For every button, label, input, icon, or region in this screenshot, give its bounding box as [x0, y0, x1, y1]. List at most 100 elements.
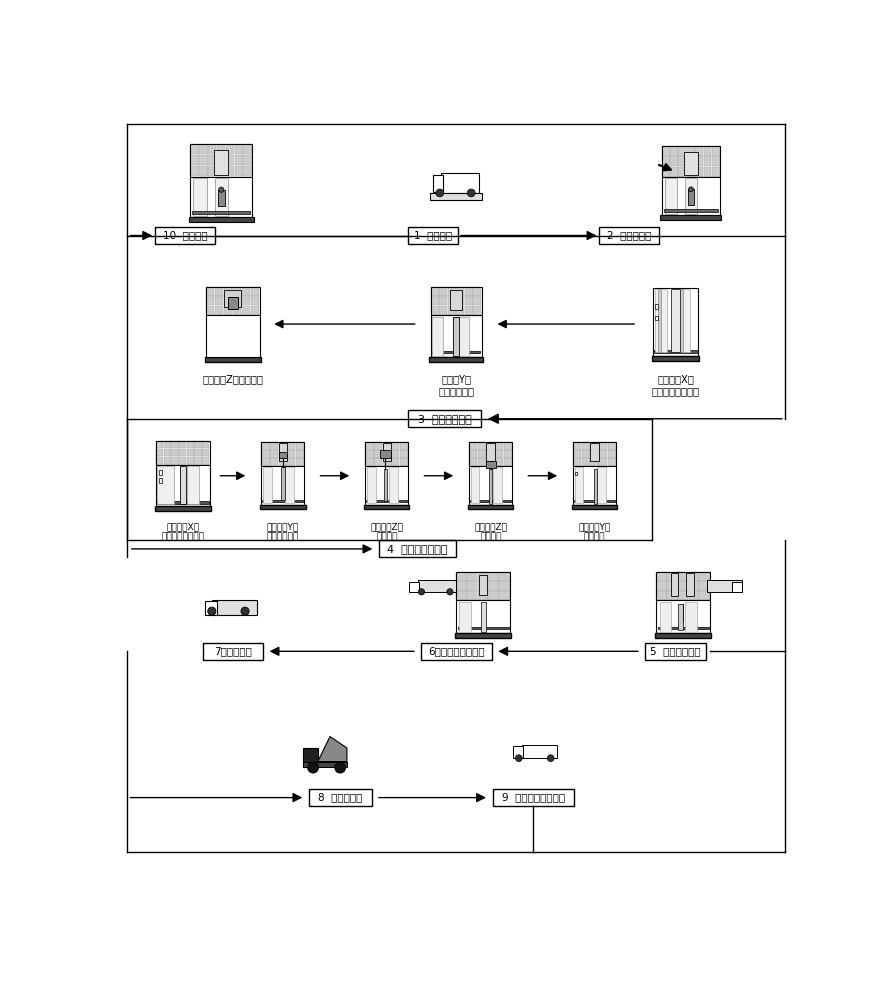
- Bar: [457, 287, 465, 296]
- Bar: [457, 627, 509, 629]
- Bar: [465, 296, 473, 305]
- Bar: [473, 296, 481, 305]
- Bar: [179, 457, 186, 465]
- Bar: [457, 600, 510, 633]
- Bar: [223, 287, 232, 296]
- Bar: [678, 572, 688, 581]
- Bar: [678, 146, 686, 156]
- Bar: [408, 410, 481, 427]
- Bar: [433, 175, 443, 192]
- Bar: [383, 450, 391, 458]
- Bar: [657, 600, 710, 633]
- Text: 起吊车沿Z向
提升容器: 起吊车沿Z向 提升容器: [474, 522, 507, 541]
- Bar: [703, 167, 711, 177]
- Bar: [194, 457, 202, 465]
- Bar: [469, 450, 477, 458]
- Bar: [391, 458, 400, 466]
- Bar: [655, 633, 711, 638]
- Bar: [205, 601, 217, 615]
- Bar: [478, 591, 488, 600]
- Bar: [493, 467, 502, 503]
- Bar: [202, 449, 209, 456]
- Bar: [680, 289, 684, 352]
- Bar: [712, 146, 720, 156]
- Bar: [263, 467, 271, 503]
- Bar: [164, 441, 171, 448]
- Bar: [707, 580, 741, 592]
- Bar: [233, 296, 241, 305]
- Bar: [659, 602, 671, 632]
- Bar: [158, 470, 162, 475]
- Bar: [287, 442, 295, 450]
- Bar: [448, 296, 456, 305]
- Circle shape: [467, 189, 475, 197]
- Bar: [214, 150, 229, 175]
- Bar: [687, 167, 695, 177]
- Bar: [599, 227, 659, 244]
- Bar: [590, 442, 599, 450]
- Bar: [224, 290, 241, 307]
- Bar: [287, 450, 295, 458]
- Bar: [441, 173, 479, 193]
- Bar: [400, 450, 408, 458]
- Bar: [383, 442, 391, 450]
- Bar: [478, 458, 486, 466]
- Text: 压实器沿X向
泊位后方轨道移动: 压实器沿X向 泊位后方轨道移动: [651, 374, 700, 396]
- Bar: [688, 189, 694, 205]
- Bar: [391, 442, 400, 450]
- Bar: [192, 211, 250, 214]
- Bar: [190, 144, 198, 154]
- Bar: [430, 193, 482, 200]
- Bar: [608, 450, 616, 458]
- Bar: [155, 227, 215, 244]
- Bar: [205, 357, 261, 362]
- Bar: [689, 591, 699, 600]
- Bar: [179, 449, 186, 456]
- Bar: [660, 215, 722, 220]
- Bar: [468, 505, 514, 509]
- Bar: [295, 450, 304, 458]
- Bar: [285, 467, 294, 503]
- Bar: [671, 289, 680, 352]
- Bar: [478, 450, 486, 458]
- Text: 9  转运车返回转运站: 9 转运车返回转运站: [502, 793, 564, 803]
- Bar: [662, 177, 720, 215]
- Bar: [599, 458, 607, 466]
- Bar: [429, 357, 483, 362]
- Text: 8  转运车卸料: 8 转运车卸料: [319, 793, 363, 803]
- Bar: [374, 450, 382, 458]
- Bar: [457, 591, 466, 600]
- Bar: [504, 442, 512, 450]
- Bar: [156, 457, 163, 465]
- Bar: [206, 287, 260, 315]
- Bar: [662, 146, 669, 156]
- Bar: [367, 500, 408, 502]
- Bar: [236, 317, 247, 355]
- Bar: [409, 582, 419, 592]
- Bar: [202, 441, 209, 448]
- Bar: [309, 789, 372, 806]
- Bar: [486, 461, 496, 468]
- Circle shape: [418, 589, 425, 595]
- Bar: [678, 156, 686, 166]
- Bar: [164, 457, 171, 465]
- Bar: [471, 467, 480, 503]
- Bar: [187, 441, 194, 448]
- Bar: [194, 441, 202, 448]
- Bar: [287, 458, 295, 466]
- Bar: [467, 572, 477, 581]
- Bar: [365, 458, 374, 466]
- Bar: [262, 466, 304, 505]
- Bar: [655, 289, 667, 352]
- Bar: [687, 156, 695, 166]
- Bar: [687, 146, 695, 156]
- Bar: [280, 467, 285, 500]
- Bar: [226, 155, 234, 165]
- Bar: [171, 449, 179, 456]
- Bar: [260, 505, 305, 509]
- Bar: [582, 458, 590, 466]
- Bar: [595, 469, 597, 504]
- Bar: [199, 166, 207, 176]
- Bar: [251, 287, 260, 296]
- Bar: [379, 540, 457, 557]
